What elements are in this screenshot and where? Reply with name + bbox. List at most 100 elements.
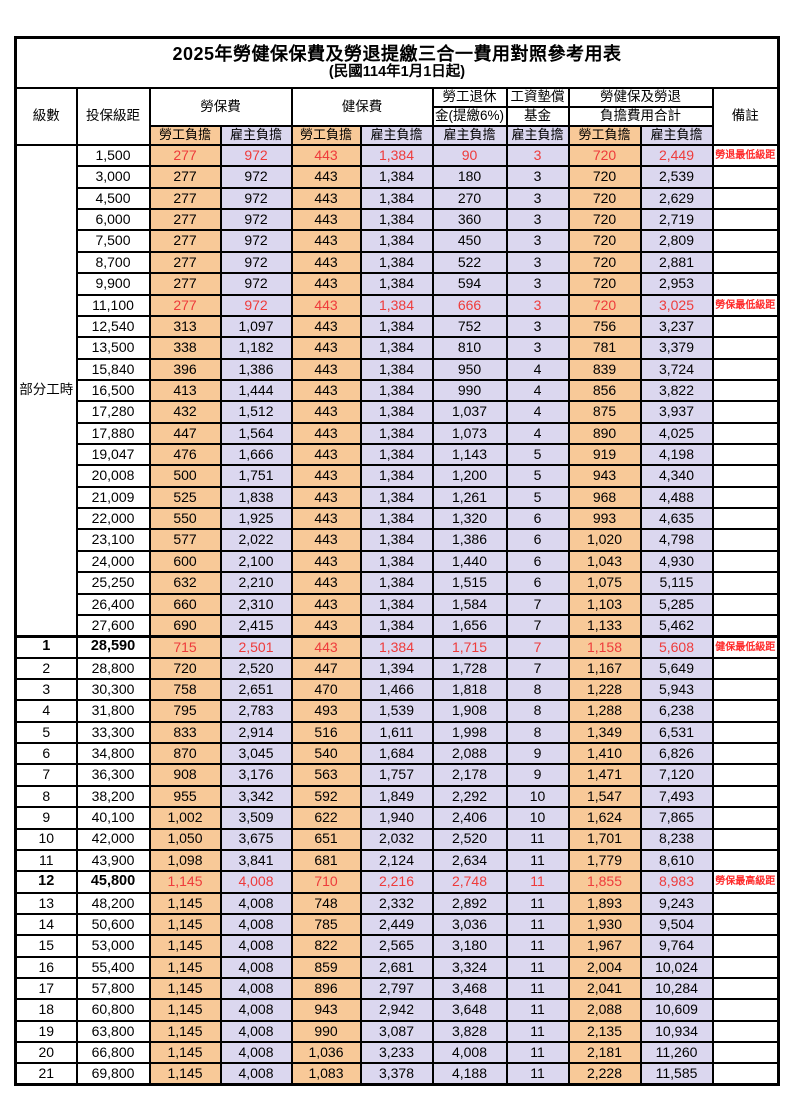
cell-value: 443 <box>290 592 362 616</box>
cell-level: 5 <box>14 720 78 745</box>
col-header-level: 級數 <box>14 87 78 146</box>
cell-value: 5,115 <box>639 571 714 595</box>
cell-remark <box>711 1019 780 1044</box>
cell-value: 950 <box>431 357 508 381</box>
table-row: 14 50,600 1,145 4,008 785 2,449 3,036 11 1,930 9,… <box>14 912 780 937</box>
cell-value: 277 <box>148 250 222 275</box>
cell-insured-bracket: 27,600 <box>75 613 151 638</box>
cell-value: 2,228 <box>567 1062 642 1086</box>
table-row: 24,000 600 2,100 443 1,384 1,440 6 1,043 4,930 <box>16 549 780 574</box>
table-row: 15 53,000 1,145 4,008 822 2,565 3,180 11 1,967 9,… <box>14 934 780 958</box>
cell-value: 1,751 <box>219 464 293 488</box>
cell-value: 720 <box>567 293 642 317</box>
cell-remark <box>711 528 780 552</box>
cell-value: 10 <box>505 784 570 809</box>
cell-value: 896 <box>290 976 362 1001</box>
cell-value: 450 <box>431 229 508 253</box>
cell-value: 3 <box>505 143 570 168</box>
cell-value: 432 <box>148 400 222 424</box>
cell-value: 443 <box>290 528 362 552</box>
cell-value: 1,564 <box>219 421 293 446</box>
table-row: 17 57,800 1,145 4,008 896 2,797 3,468 11 2,041 10… <box>14 976 780 1001</box>
cell-level: 18 <box>14 998 78 1022</box>
cell-value: 1,182 <box>219 336 293 360</box>
cell-value: 1,386 <box>219 357 293 381</box>
cell-value: 443 <box>290 314 362 339</box>
table-row: 19 63,800 1,145 4,008 990 3,087 3,828 11 2,135 10… <box>14 1019 780 1044</box>
table-row: 11 43,900 1,098 3,841 681 2,124 2,634 11 1,779 8,… <box>14 848 780 873</box>
cell-value: 1,611 <box>359 720 434 745</box>
cell-value: 2,809 <box>639 229 714 253</box>
cell-value: 6 <box>505 528 570 552</box>
cell-value: 3,724 <box>639 357 714 381</box>
cell-value: 5 <box>505 443 570 467</box>
table-row: 17,880 447 1,564 443 1,384 1,073 4 890 4,025 <box>16 421 780 446</box>
title-cell: 2025年勞健保保費及勞退提繳三合一費用對照參考用表 (民國114年1月1日起) <box>14 36 780 89</box>
cell-value: 3 <box>505 186 570 211</box>
cell-level: 6 <box>14 742 78 766</box>
subheader-labor-employer: 雇主負擔 <box>219 125 293 146</box>
cell-remark <box>711 891 780 915</box>
cell-level: 9 <box>14 806 78 830</box>
cell-level: 12 <box>14 870 78 894</box>
cell-value: 443 <box>290 165 362 189</box>
cell-value: 11,260 <box>639 1041 714 1065</box>
table-row: 6,000 277 972 443 1,384 360 3 720 2,719 <box>16 208 780 232</box>
cell-value: 2,942 <box>359 998 434 1022</box>
cell-value: 4,488 <box>639 485 714 510</box>
table-row: 22,000 550 1,925 443 1,384 1,320 6 993 4,635 <box>16 507 780 531</box>
cell-value: 1,384 <box>359 528 434 552</box>
cell-value: 277 <box>148 186 222 211</box>
cell-value: 11 <box>505 891 570 915</box>
cell-value: 972 <box>219 165 293 189</box>
cell-value: 3,233 <box>359 1041 434 1065</box>
cell-remark <box>711 378 780 403</box>
cell-value: 90 <box>431 143 508 168</box>
cell-value: 1,261 <box>431 485 508 510</box>
cell-value: 990 <box>431 378 508 403</box>
cell-remark <box>711 827 780 851</box>
cell-insured-bracket: 28,590 <box>75 634 151 659</box>
cell-value: 443 <box>290 634 362 659</box>
cell-remark: 健保最低級距 <box>711 634 780 659</box>
cell-value: 5,462 <box>639 613 714 638</box>
table-row: 19,047 476 1,666 443 1,384 1,143 5 919 4,198 <box>16 443 780 467</box>
table-row: 1 28,590 715 2,501 443 1,384 1,715 7 1,158 5,608 健… <box>14 634 780 659</box>
cell-value: 972 <box>219 208 293 232</box>
cell-value: 632 <box>148 571 222 595</box>
cell-value: 1,288 <box>567 699 642 723</box>
col-header-bracket: 投保級距 <box>75 87 151 146</box>
header-row-2: 金(提繳6%) 基金 負擔費用合計 <box>16 106 779 127</box>
cell-value: 8,238 <box>639 827 714 851</box>
cell-remark: 勞保最高級距 <box>711 870 780 894</box>
col-header-wage-fund-line2: 基金 <box>505 106 570 127</box>
table-row: 8 38,200 955 3,342 592 1,849 2,292 10 1,547 7,493 <box>14 784 780 809</box>
cell-value: 1,145 <box>148 1062 222 1086</box>
cell-remark <box>711 400 780 424</box>
cell-value: 3,036 <box>431 912 508 937</box>
cell-value: 1,701 <box>567 827 642 851</box>
cell-value: 4,340 <box>639 464 714 488</box>
cell-level: 17 <box>14 976 78 1001</box>
cell-value: 270 <box>431 186 508 211</box>
cell-value: 785 <box>290 912 362 937</box>
subheader-pension-employer: 雇主負擔 <box>431 125 508 146</box>
cell-value: 1,715 <box>431 634 508 659</box>
cell-value: 443 <box>290 421 362 446</box>
table-row: 6 34,800 870 3,045 540 1,684 2,088 9 1,410 6,826 <box>14 742 780 766</box>
cell-value: 993 <box>567 507 642 531</box>
cell-value: 1,145 <box>148 912 222 937</box>
cell-level: 21 <box>14 1062 78 1086</box>
cell-remark <box>711 912 780 937</box>
cell-remark <box>711 336 780 360</box>
cell-remark <box>711 976 780 1001</box>
cell-value: 1,384 <box>359 208 434 232</box>
cell-value: 7,493 <box>639 784 714 809</box>
cell-value: 1,349 <box>567 720 642 745</box>
cell-remark <box>711 229 780 253</box>
cell-value: 4,008 <box>219 870 293 894</box>
cell-remark: 勞保最低級距 <box>711 293 780 317</box>
table-row: 10 42,000 1,050 3,675 651 2,032 2,520 11 1,701 8,… <box>14 827 780 851</box>
cell-insured-bracket: 40,100 <box>75 806 151 830</box>
cell-insured-bracket: 50,600 <box>75 912 151 937</box>
